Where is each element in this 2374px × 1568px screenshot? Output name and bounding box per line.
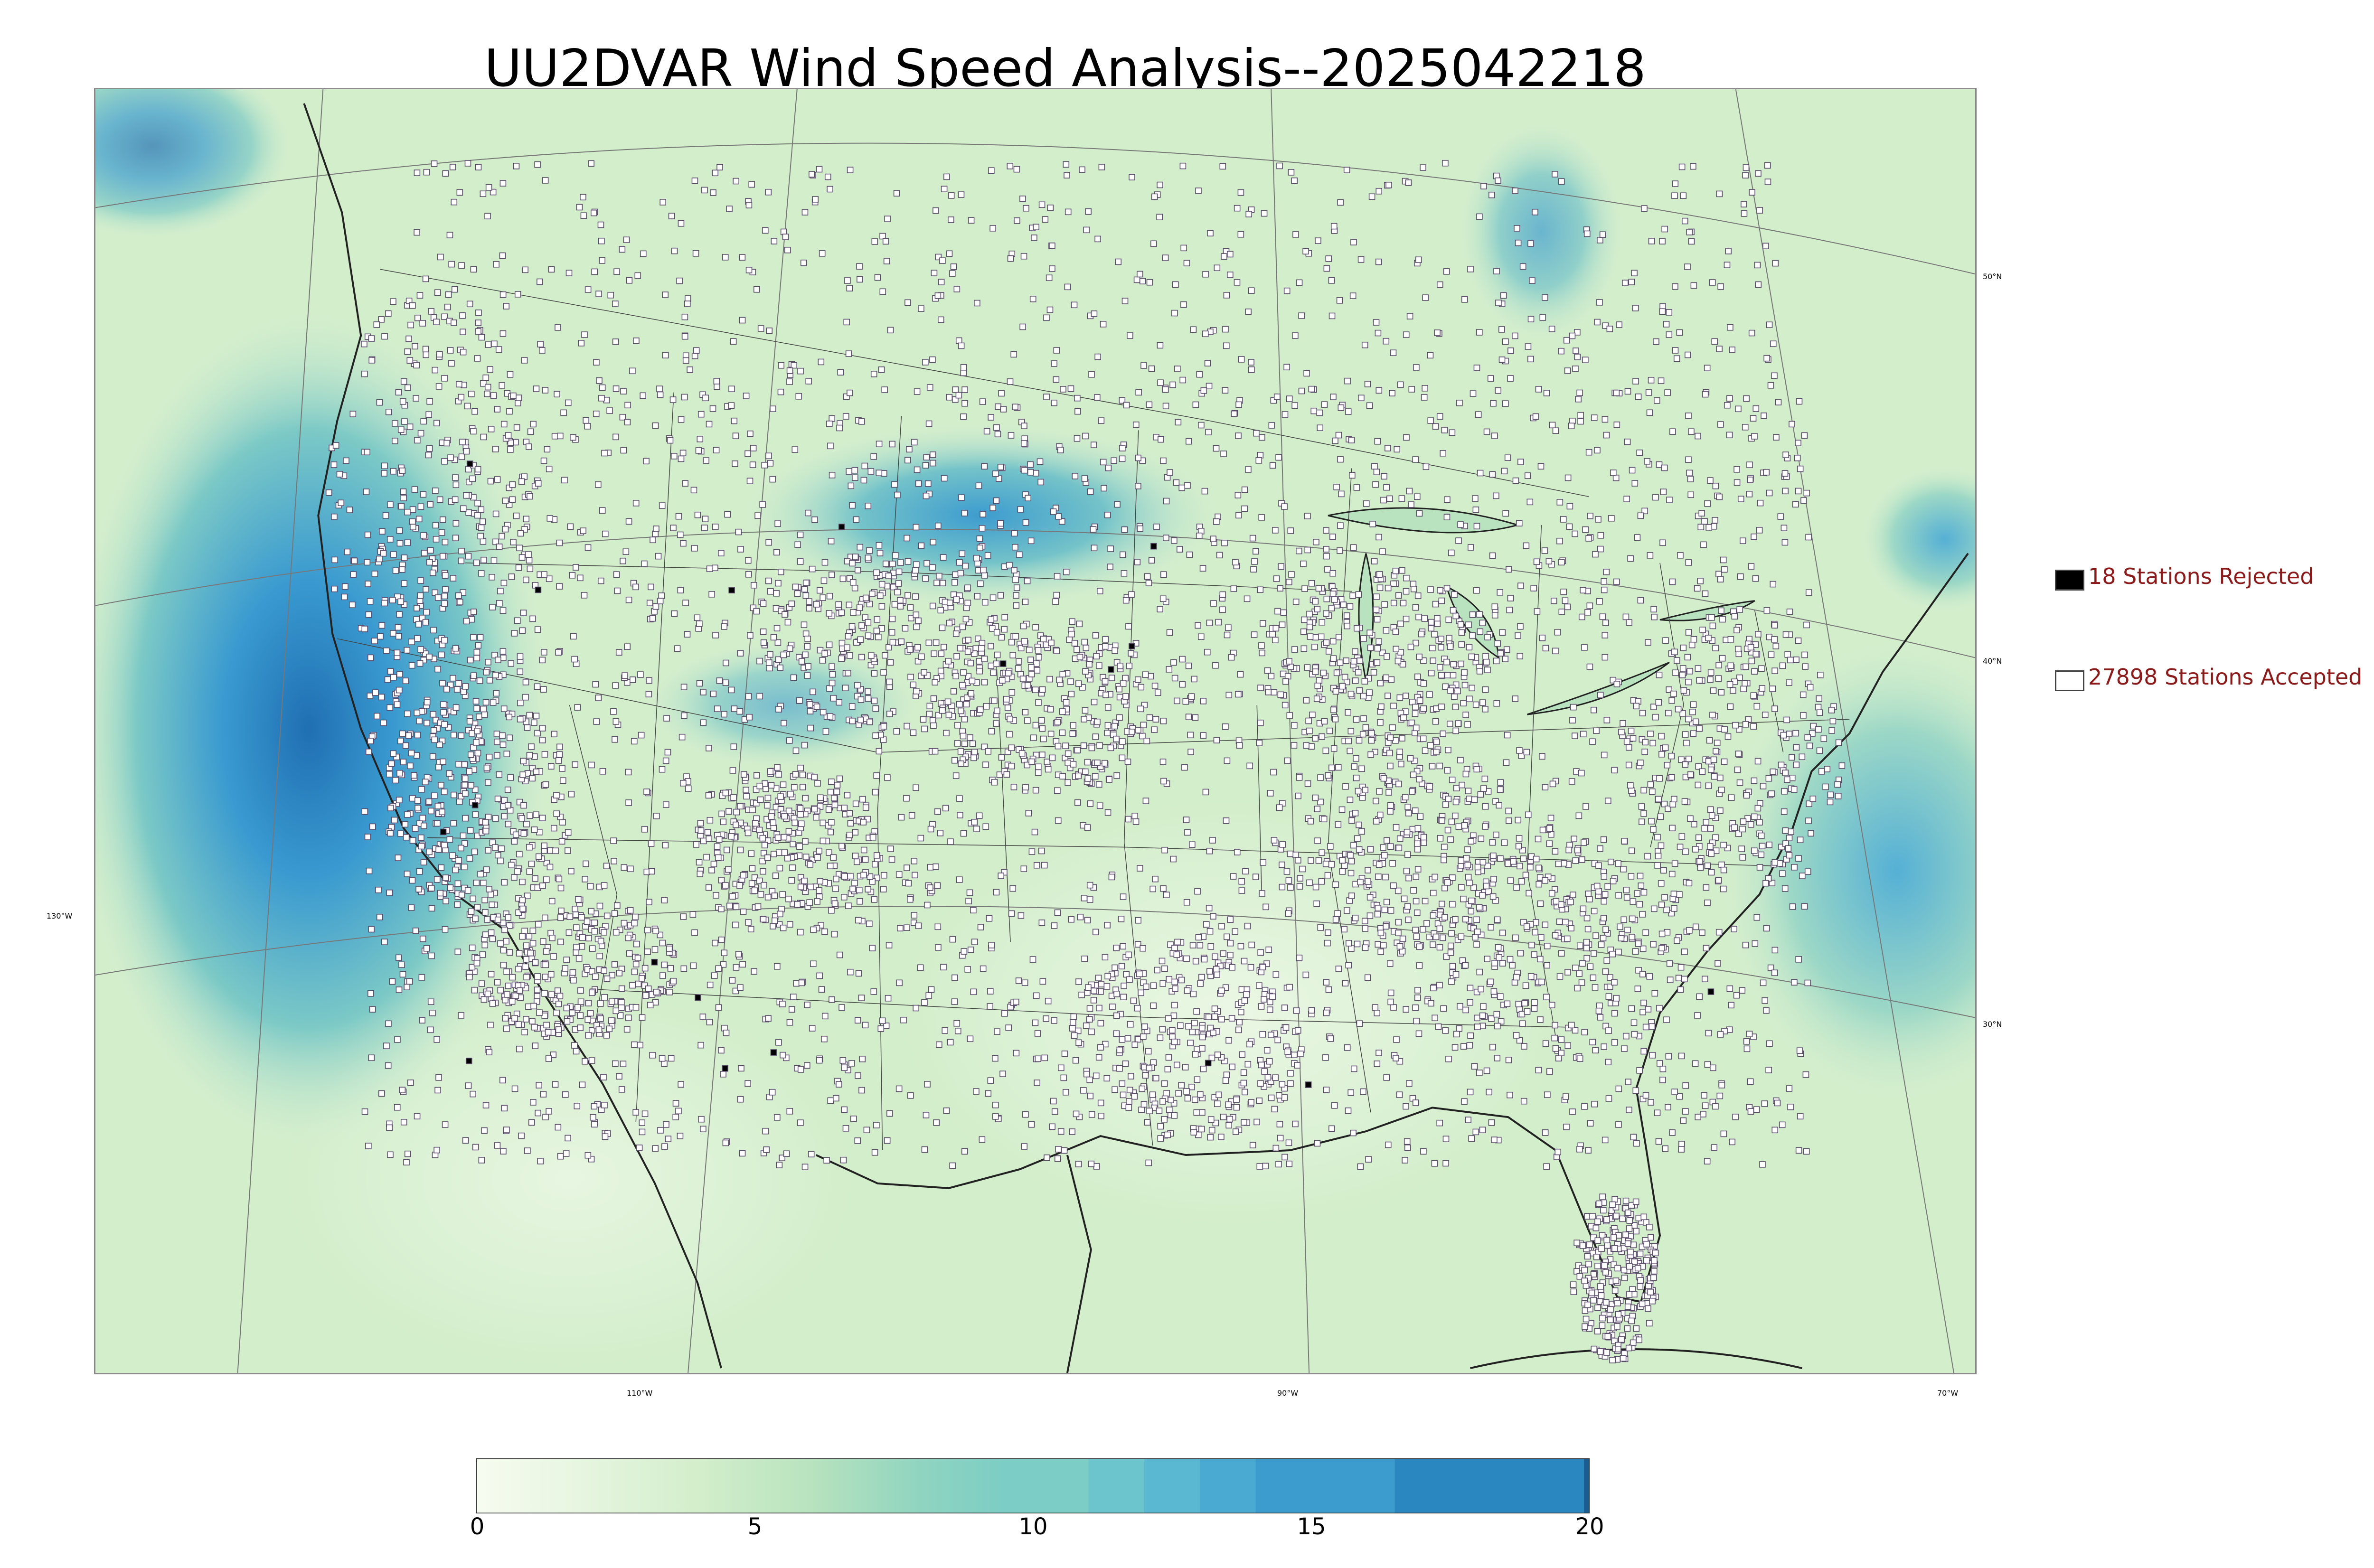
legend-accepted-label: 27898 Stations Accepted bbox=[2088, 664, 2363, 690]
colorbar-tick-15: 15 bbox=[1297, 1513, 1326, 1540]
lat-label-50: 50°N bbox=[1983, 272, 2002, 281]
colorbar-tick-0: 0 bbox=[470, 1513, 485, 1540]
lon-label-90: 90°W bbox=[1277, 1389, 1299, 1398]
lon-label-70: 70°W bbox=[1937, 1389, 1959, 1398]
lon-label-110: 110°W bbox=[627, 1389, 653, 1398]
map-canvas bbox=[95, 89, 1975, 1373]
station-markers bbox=[325, 160, 1846, 1363]
colorbar-gradient bbox=[476, 1458, 1590, 1513]
colorbar-tick-10: 10 bbox=[1018, 1513, 1048, 1540]
colorbar bbox=[476, 1458, 1590, 1513]
colorbar-tick-20: 20 bbox=[1575, 1513, 1604, 1540]
wind-speed-map[interactable]: 50°N 40°N 30°N bbox=[94, 88, 2002, 1374]
lat-label-30: 30°N bbox=[1983, 1020, 2002, 1029]
colorbar-tick-5: 5 bbox=[747, 1513, 763, 1540]
lon-label-130: 130°W bbox=[47, 911, 73, 920]
accepted-marker-icon bbox=[2055, 670, 2084, 691]
legend-rejected-label: 18 Stations Rejected bbox=[2088, 563, 2314, 589]
rejected-marker-icon bbox=[2055, 570, 2084, 591]
graticule bbox=[95, 89, 1975, 1373]
lat-label-40: 40°N bbox=[1983, 657, 2002, 666]
